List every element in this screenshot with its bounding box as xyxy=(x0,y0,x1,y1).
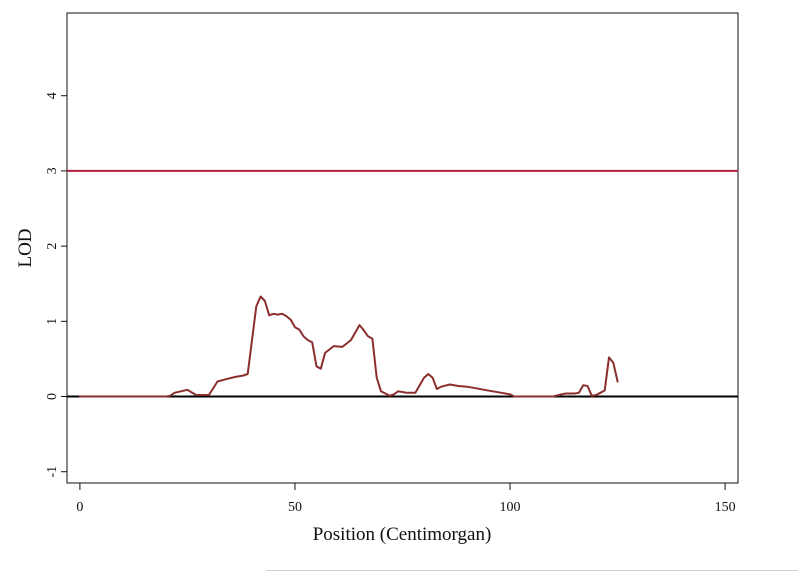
y-axis-title: LOD xyxy=(15,228,36,267)
footer-divider xyxy=(266,570,798,571)
y-tick-label: 2 xyxy=(45,243,60,250)
plot-frame xyxy=(66,12,739,484)
y-tick-label: -1 xyxy=(45,466,60,478)
x-axis: 0 50 100 150 xyxy=(76,483,736,515)
series-layer xyxy=(78,295,619,398)
y-tick-label: 0 xyxy=(45,393,60,400)
lod-series-line xyxy=(78,295,619,398)
y-tick-label: 3 xyxy=(45,167,60,174)
x-tick-label: 150 xyxy=(715,500,736,515)
x-axis-title: Position (Centimorgan) xyxy=(313,524,492,545)
y-axis: -1 0 1 2 3 4 xyxy=(45,92,67,478)
x-tick-label: 0 xyxy=(76,500,83,515)
y-tick-label: 4 xyxy=(45,92,60,99)
y-tick-label: 1 xyxy=(45,318,60,325)
x-tick-label: 50 xyxy=(288,500,302,515)
reference-lines xyxy=(67,169,738,398)
x-tick-label: 100 xyxy=(500,500,521,515)
